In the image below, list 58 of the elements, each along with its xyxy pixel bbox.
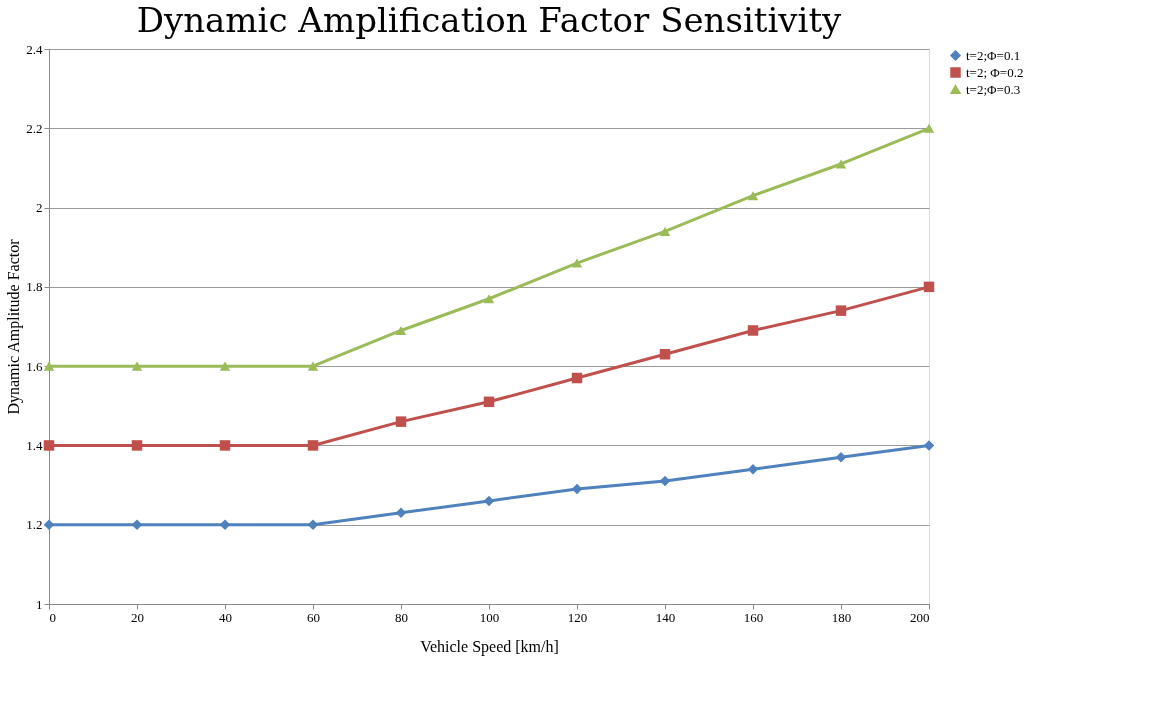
point [43,440,55,451]
point [747,463,759,475]
point [307,440,319,451]
legend-label: t=2;Φ=0.3 [966,81,1021,97]
x-tick-label: 0 [49,609,56,625]
point [659,475,671,487]
point [835,305,847,316]
x-tick-label: 20 [131,609,144,625]
x-tick-label: 80 [395,609,408,625]
x-tick-label: 140 [655,609,676,625]
y-tick-label: 1.6 [26,358,43,374]
x-tick-label: 40 [219,609,232,625]
y-tick-label: 1.8 [26,279,43,295]
point [395,416,407,427]
point [483,495,495,507]
point [131,440,143,451]
x-tick-label: 60 [307,609,320,625]
point [923,440,935,451]
point [307,519,319,530]
x-axis-title: Vehicle Speed [km/h] [420,637,559,656]
chart-title: Dynamic Amplification Factor Sensitivity [136,0,843,40]
point [483,294,495,304]
x-tick-label: 180 [831,609,852,625]
point [835,452,847,463]
x-tick-label: 120 [567,609,588,625]
point [307,361,319,371]
point [483,396,495,408]
y-tick-label: 1 [36,596,43,612]
point [571,258,583,268]
point [747,325,759,336]
point [219,440,231,451]
point [395,325,407,336]
x-tick-label: 100 [479,609,500,625]
y-tick-label: 2 [36,200,43,216]
point [923,281,935,293]
point [835,159,847,169]
legend-label: t=2;Φ=0.1 [966,47,1021,63]
point [219,361,231,371]
point [219,519,231,530]
point [43,361,55,371]
y-tick-label: 1.4 [26,437,43,453]
point [571,483,583,495]
point [659,226,671,236]
legend-label: t=2; Φ=0.2 [966,64,1024,80]
point [571,372,583,384]
point [131,519,143,530]
point [923,123,935,133]
point [659,349,671,360]
y-tick-label: 2.4 [26,41,43,57]
point [131,361,143,371]
point [747,191,759,201]
x-tick-label: 200 [910,609,930,625]
x-tick-label: 160 [743,609,764,625]
y-tick-label: 1.2 [26,517,43,533]
y-tick-label: 2.2 [26,120,43,136]
point [395,507,407,519]
point [43,519,55,530]
y-axis-title: Dynamic Amplitude Factor [5,238,24,415]
